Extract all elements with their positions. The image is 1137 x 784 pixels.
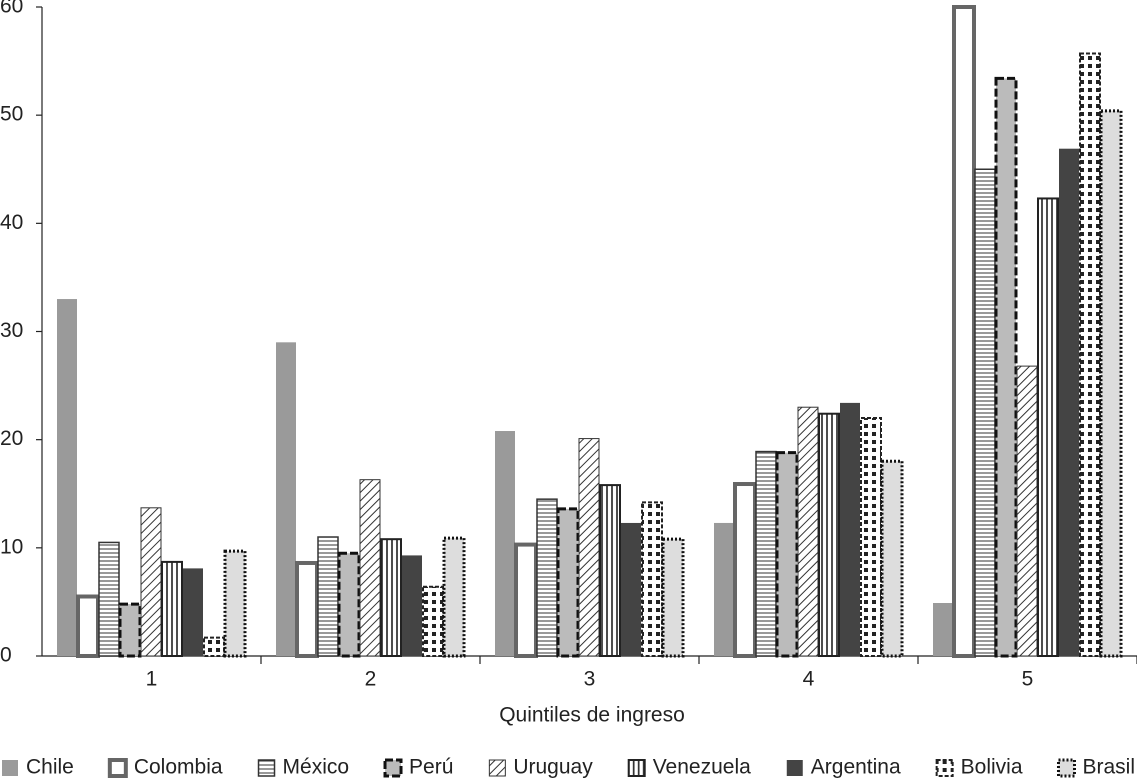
bar bbox=[755, 450, 777, 657]
bar bbox=[295, 560, 319, 659]
bar bbox=[556, 507, 580, 658]
y-tick-label: 20 bbox=[0, 427, 23, 450]
legend-label: Chile bbox=[26, 756, 74, 779]
legend-label: Bolivia bbox=[961, 756, 1023, 779]
x-tick-label: 4 bbox=[803, 668, 815, 691]
bar bbox=[203, 636, 225, 658]
legend-item: Perú bbox=[383, 756, 453, 779]
bar bbox=[661, 537, 685, 658]
bar bbox=[514, 542, 538, 658]
bar bbox=[1079, 52, 1101, 658]
legend-label: Perú bbox=[409, 756, 453, 779]
x-tick-label: 3 bbox=[584, 668, 596, 691]
bar bbox=[840, 402, 860, 656]
bar bbox=[1099, 109, 1123, 658]
bar bbox=[1016, 365, 1038, 657]
x-tick-label: 5 bbox=[1022, 668, 1034, 691]
bar bbox=[599, 484, 621, 658]
bar bbox=[641, 501, 663, 657]
bar bbox=[733, 482, 757, 659]
legend-item: Bolivia bbox=[935, 756, 1023, 779]
legend-item: Uruguay bbox=[488, 756, 593, 779]
legend-item: Brasil bbox=[1056, 756, 1135, 779]
bar bbox=[57, 299, 77, 656]
legend-swatch bbox=[935, 759, 954, 777]
bar bbox=[1059, 148, 1079, 656]
bar bbox=[140, 507, 162, 657]
legend-label: Colombia bbox=[134, 756, 223, 779]
legend-label: México bbox=[283, 756, 350, 779]
legend-label: Venezuela bbox=[653, 756, 751, 779]
y-tick-label: 10 bbox=[0, 535, 23, 558]
bar bbox=[183, 568, 203, 656]
bar bbox=[359, 479, 381, 657]
legend-swatch bbox=[2, 760, 18, 776]
bar bbox=[775, 451, 799, 658]
bar bbox=[118, 602, 142, 658]
bar bbox=[76, 594, 100, 659]
bar bbox=[98, 541, 120, 657]
bar bbox=[994, 76, 1018, 658]
bar bbox=[442, 536, 466, 658]
bar bbox=[880, 459, 904, 658]
x-tick-label: 2 bbox=[365, 668, 377, 691]
bar bbox=[380, 538, 402, 657]
bar bbox=[1037, 197, 1059, 658]
bar bbox=[952, 5, 976, 658]
bar bbox=[933, 602, 953, 656]
y-tick-label: 30 bbox=[0, 319, 23, 342]
legend-swatch bbox=[627, 759, 646, 777]
bar bbox=[317, 536, 339, 657]
legend-item: Venezuela bbox=[627, 756, 751, 779]
bar bbox=[495, 431, 515, 656]
y-tick-label: 50 bbox=[0, 103, 23, 126]
bar bbox=[974, 168, 996, 657]
x-axis-label: Quintiles de ingreso bbox=[499, 704, 685, 727]
legend-item: Colombia bbox=[107, 756, 223, 779]
bar bbox=[621, 522, 641, 656]
legend-swatch bbox=[257, 759, 276, 777]
bar bbox=[797, 406, 819, 657]
legend-label: Uruguay bbox=[513, 756, 593, 779]
x-tick-label: 1 bbox=[146, 668, 158, 691]
legend-item: Argentina bbox=[786, 756, 901, 779]
legend-swatch bbox=[383, 758, 403, 778]
bar bbox=[161, 560, 183, 658]
bar bbox=[422, 585, 444, 657]
legend-label: Brasil bbox=[1082, 756, 1135, 779]
bar bbox=[402, 555, 422, 656]
bar bbox=[578, 438, 600, 657]
bar bbox=[223, 549, 247, 658]
legend-swatch bbox=[107, 758, 128, 778]
bar bbox=[860, 417, 882, 657]
legend-swatch bbox=[1056, 758, 1076, 778]
bar bbox=[714, 522, 734, 656]
bar bbox=[536, 498, 558, 657]
legend-item: México bbox=[257, 756, 350, 779]
y-tick-label: 60 bbox=[0, 0, 23, 18]
legend-item: Chile bbox=[2, 756, 74, 779]
legend-swatch bbox=[786, 760, 803, 776]
legend-swatch bbox=[488, 759, 506, 777]
y-tick-label: 40 bbox=[0, 211, 23, 234]
y-tick-label: 0 bbox=[0, 644, 12, 667]
bar bbox=[276, 342, 296, 656]
bar bbox=[818, 412, 840, 657]
legend-label: Argentina bbox=[811, 756, 901, 779]
bar bbox=[337, 551, 361, 658]
